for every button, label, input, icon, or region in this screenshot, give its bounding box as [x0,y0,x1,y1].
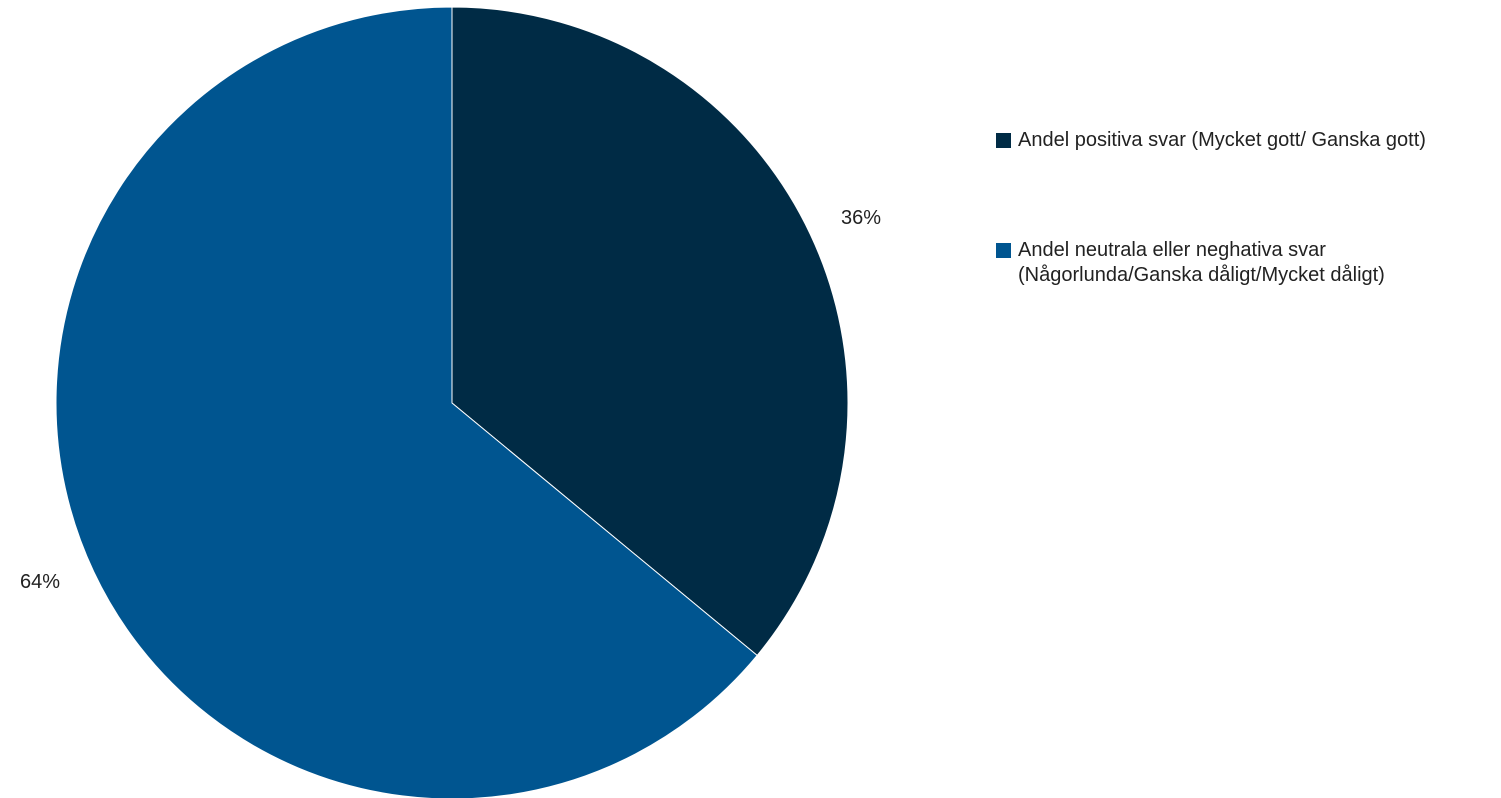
data-label-positive: 36% [841,207,881,229]
legend: Andel positiva svar (Mycket gott/ Ganska… [996,128,1496,373]
slice-neutral-negative [55,6,758,798]
legend-item-positive: Andel positiva svar (Mycket gott/ Ganska… [996,128,1496,153]
legend-label-positive: Andel positiva svar (Mycket gott/ Ganska… [1018,129,1426,151]
legend-item-neutral-negative: Andel neutrala eller neghativa svar (Någ… [996,238,1496,288]
data-label-neutral-negative: 64% [20,571,60,593]
legend-swatch-neutral-negative [996,243,1011,258]
legend-swatch-positive [996,133,1011,148]
slice-positive [451,6,849,657]
legend-label-neutral-negative: Andel neutrala eller neghativa svar (Någ… [1018,239,1385,286]
